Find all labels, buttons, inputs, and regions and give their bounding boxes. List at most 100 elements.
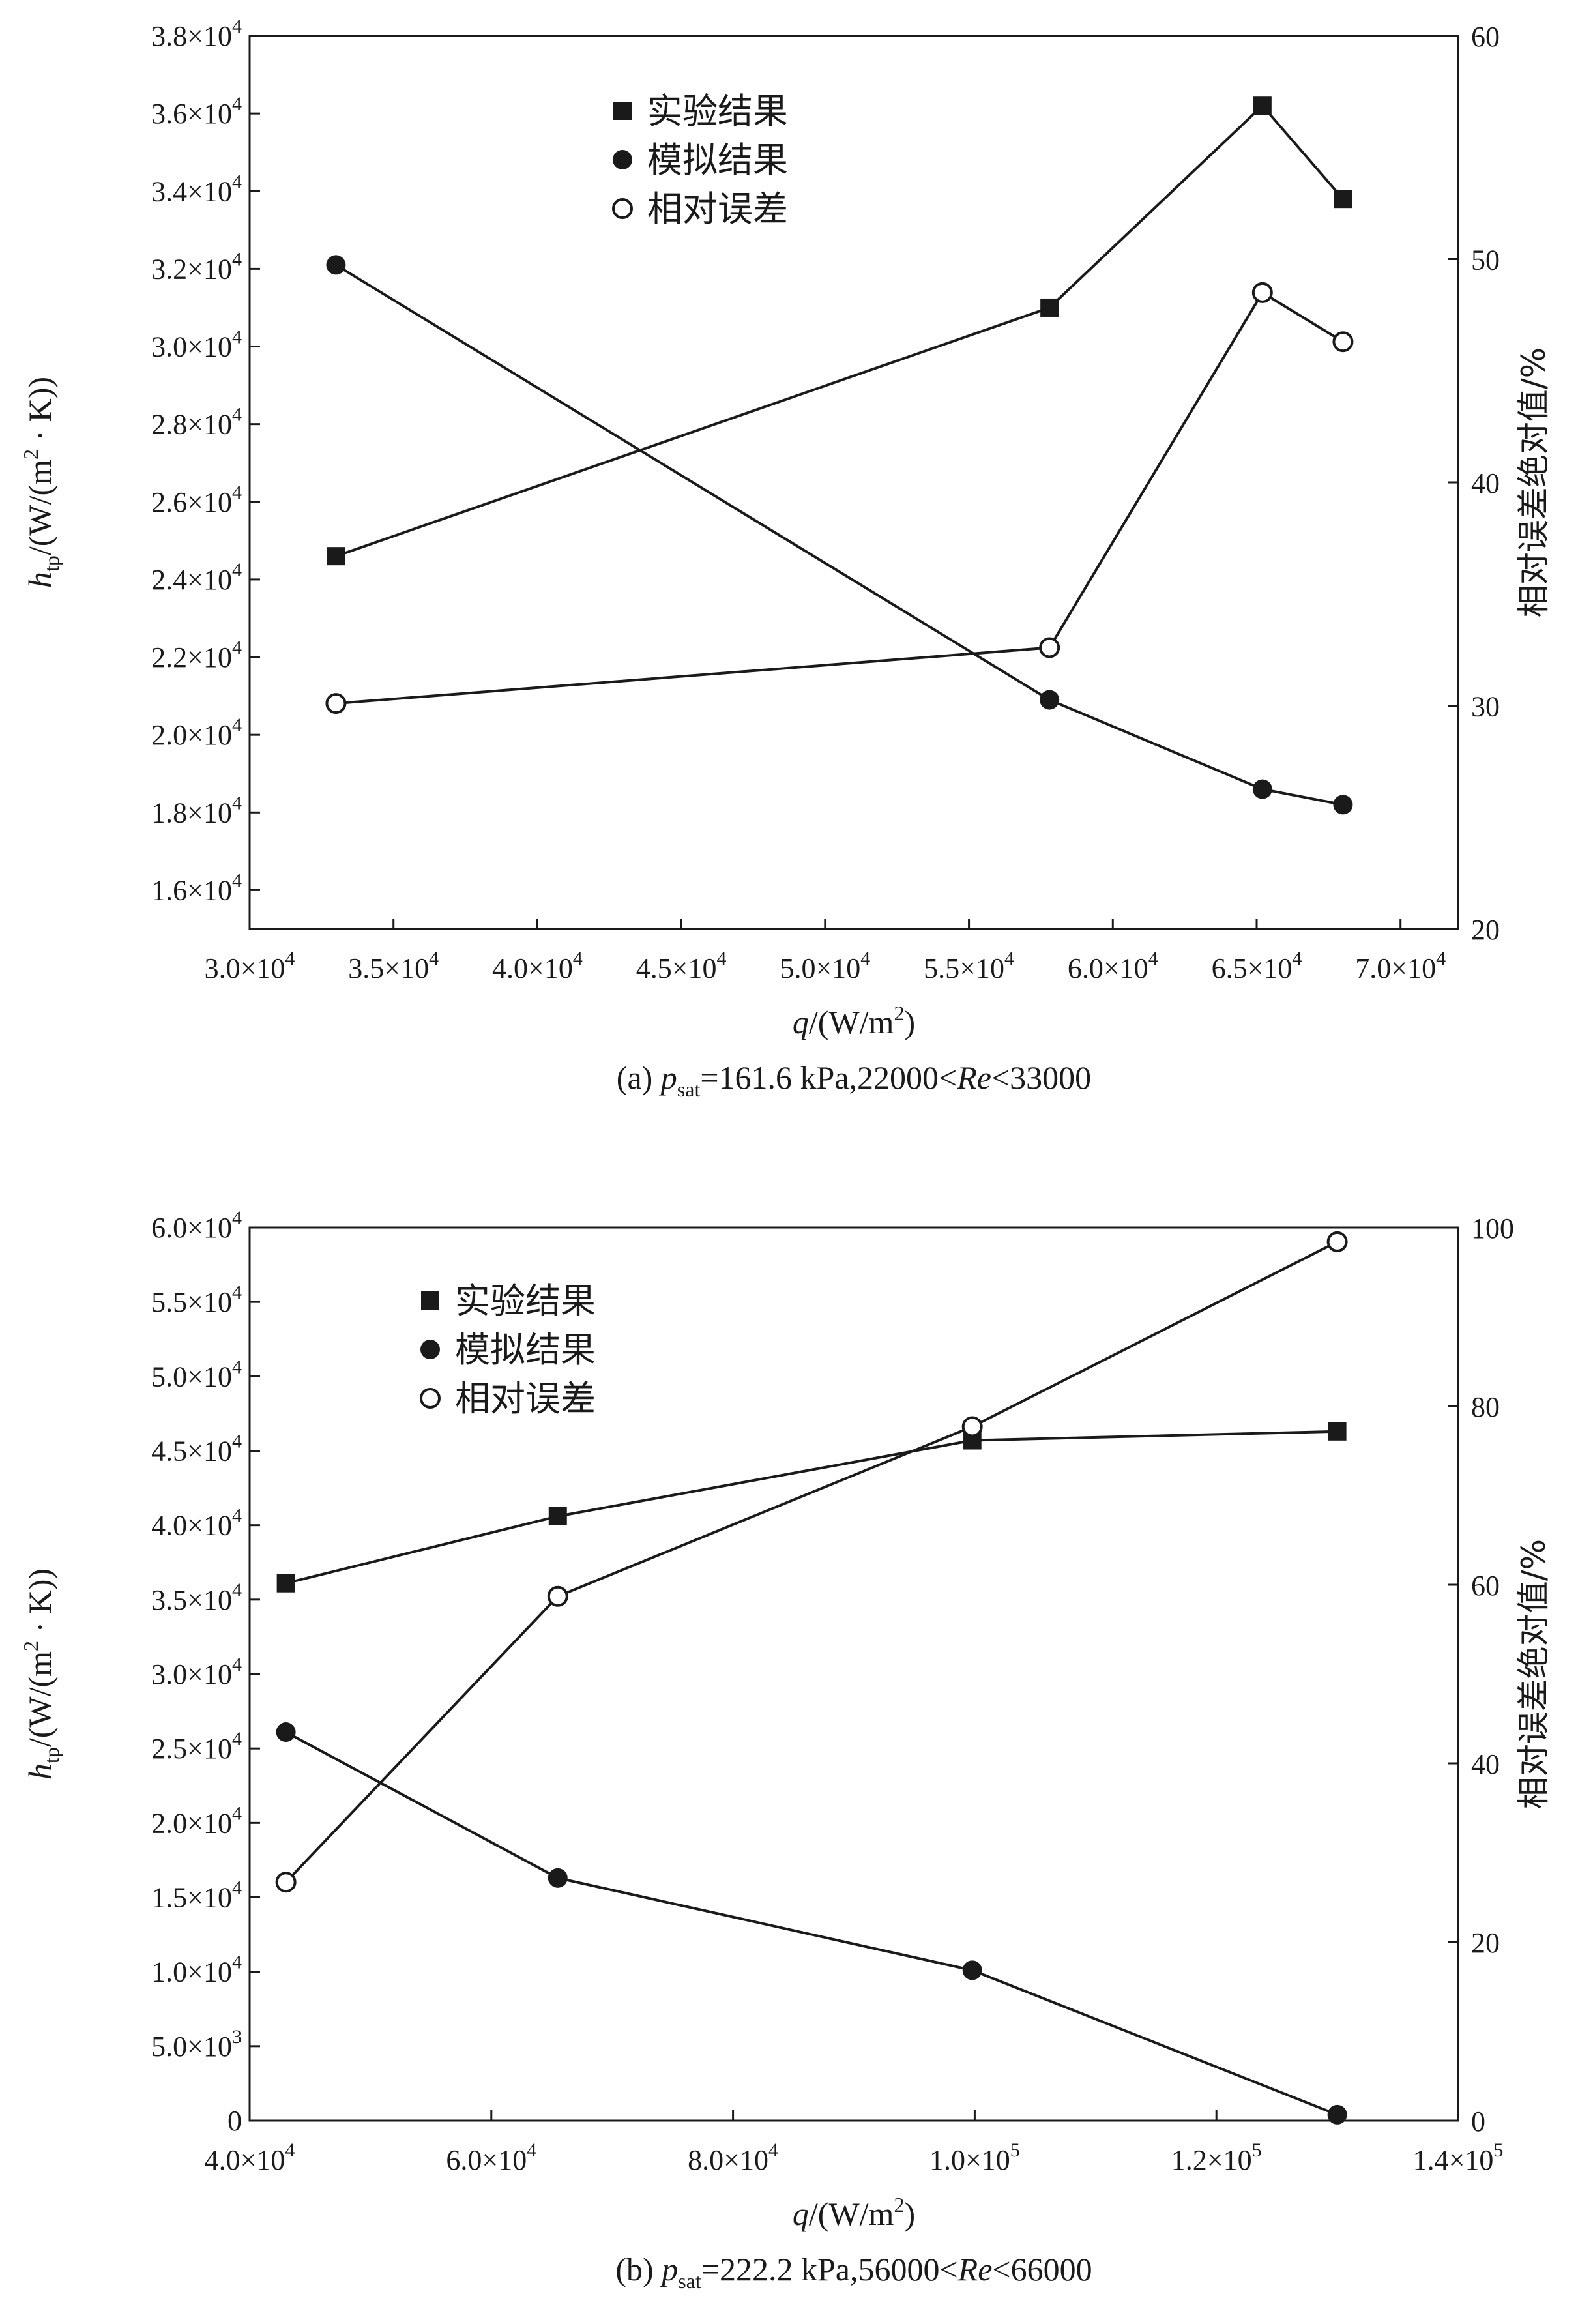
series-circle-open [325, 282, 1354, 714]
y-left-axis-title: htp/(W/(m2 · K)) [19, 1568, 63, 1780]
x-tick-label: 4.0×104 [492, 948, 583, 984]
data-point [326, 255, 346, 275]
data-point [327, 547, 345, 566]
y-right-tick-label: 50 [1471, 244, 1500, 276]
x-tick-label: 1.2×105 [1171, 2140, 1262, 2176]
data-point [1253, 96, 1272, 115]
x-tick-label: 1.0×105 [929, 2140, 1020, 2176]
chart-panel-a: 3.0×104 3.5×104 4.0×104 4.5×104 5.0×104 5.5×1… [19, 16, 1553, 1101]
y-right-tick-label: 60 [1471, 21, 1500, 53]
series-square [276, 1422, 1347, 1593]
y-left-tick-label: 3.5×104 [151, 1580, 242, 1616]
x-tick-label: 8.0×104 [688, 2140, 778, 2176]
x-tick-label: 1.4×105 [1413, 2140, 1504, 2176]
legend-label: 相对误差 [647, 188, 788, 229]
y-left-tick-label: 1.8×104 [151, 792, 242, 829]
y-left-axis-title: htp/(W/(m2 · K)) [19, 377, 63, 588]
y-right-tick-label: 40 [1471, 467, 1500, 499]
x-tick-label: 3.0×104 [205, 948, 295, 984]
y-left-tick-label: 3.2×104 [151, 248, 242, 285]
data-point [1251, 282, 1273, 303]
data-point [275, 1872, 297, 1893]
y-right-tick-label: 20 [1471, 914, 1500, 946]
legend-label: 模拟结果 [647, 140, 788, 181]
series-line [336, 291, 1344, 705]
data-point [962, 1960, 982, 1980]
data-point [1332, 331, 1354, 353]
y-left-tick-label: 2.6×104 [151, 482, 242, 518]
x-tick-label: 4.5×104 [636, 948, 727, 984]
x-tick-label: 5.0×104 [780, 948, 870, 984]
x-tick-label: 7.0×104 [1355, 948, 1446, 984]
y-left-tick-label: 2.8×104 [151, 404, 242, 441]
y-right-tick-label: 100 [1471, 1213, 1514, 1244]
data-point [1040, 690, 1060, 710]
data-point [1039, 637, 1060, 658]
y-right-axis-title: 相对误差绝对值/% [1515, 347, 1553, 617]
x-tick-label: 6.0×104 [446, 2140, 536, 2176]
plot-frame [248, 35, 1459, 930]
series-square [327, 96, 1352, 566]
data-point [276, 1722, 296, 1743]
y-left-tick-label: 1.0×104 [151, 1952, 242, 1988]
figure-caption: (a) psat=161.6 kPa,22000<Re<33000 [617, 1059, 1091, 1101]
data-point [1334, 190, 1352, 209]
y-left-tick-label: 1.6×104 [151, 870, 242, 906]
y-left-tick-label: 5.0×104 [151, 1356, 242, 1392]
y-left-tick-label: 3.0×104 [151, 1654, 242, 1690]
data-point [548, 1868, 568, 1888]
x-axis-title: q/(W/m2) [793, 2193, 915, 2232]
y-right-tick-label: 0 [1471, 2106, 1485, 2138]
y-left-tick-label: 0 [227, 2105, 242, 2137]
data-point [1327, 2104, 1347, 2125]
legend-marker [420, 1388, 441, 1409]
y-left-tick-label: 5.0×103 [151, 2026, 242, 2063]
y-right-tick-label: 40 [1471, 1748, 1500, 1780]
data-point [1326, 1231, 1348, 1252]
series-line [285, 1430, 1337, 1585]
y-left-tick-label: 4.5×104 [151, 1431, 242, 1467]
data-point [548, 1507, 567, 1525]
y-left-tick-label: 2.4×104 [151, 559, 242, 596]
data-point [1040, 298, 1059, 317]
x-tick-label: 6.5×104 [1212, 948, 1302, 984]
y-left-tick-label: 2.2×104 [151, 637, 242, 673]
figure-caption: (b) psat=222.2 kPa,56000<Re<66000 [615, 2251, 1092, 2293]
legend-label: 实验结果 [455, 1280, 596, 1321]
data-point [961, 1416, 983, 1437]
series-line [335, 263, 1343, 806]
series-line [285, 1731, 1338, 2116]
legend-label: 实验结果 [647, 91, 788, 132]
legend-label: 相对误差 [455, 1378, 596, 1419]
data-point [1252, 779, 1272, 799]
y-left-tick-label: 2.5×104 [151, 1728, 242, 1765]
y-left-tick-label: 6.0×104 [151, 1207, 242, 1244]
data-point [325, 693, 347, 714]
y-left-tick-label: 3.8×104 [151, 16, 242, 52]
legend-label: 模拟结果 [455, 1329, 596, 1370]
series-circle-open [275, 1231, 1348, 1893]
legend-marker [613, 150, 632, 169]
y-left-tick-label: 2.0×104 [151, 714, 242, 751]
legend-marker [420, 1340, 440, 1359]
legend-marker [421, 1291, 439, 1310]
data-point [1333, 795, 1353, 815]
y-left-tick-label: 5.5×104 [151, 1282, 242, 1318]
legend-marker [613, 102, 632, 120]
y-left-tick-label: 3.4×104 [151, 171, 242, 207]
data-point [547, 1585, 568, 1607]
y-right-tick-label: 20 [1471, 1927, 1500, 1959]
y-right-axis-title: 相对误差绝对值/% [1515, 1539, 1553, 1809]
series-line [285, 1241, 1338, 1883]
y-left-tick-label: 3.6×104 [151, 93, 242, 130]
x-tick-label: 6.0×104 [1068, 948, 1158, 984]
chart-panel-b: 4.0×104 6.0×104 8.0×104 1.0×105 1.2×105 1.4×1… [19, 1207, 1553, 2293]
y-right-tick-label: 60 [1471, 1570, 1500, 1602]
y-left-tick-label: 4.0×104 [151, 1505, 242, 1542]
x-axis-title: q/(W/m2) [793, 1001, 915, 1040]
legend-marker [612, 198, 633, 219]
series-line [335, 104, 1344, 558]
data-point [1328, 1422, 1347, 1441]
y-left-tick-label: 1.5×104 [151, 1877, 242, 1914]
